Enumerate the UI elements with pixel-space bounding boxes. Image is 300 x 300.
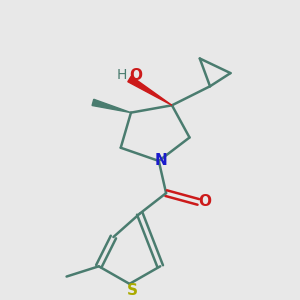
Polygon shape <box>92 99 131 112</box>
Text: N: N <box>155 153 167 168</box>
Text: H: H <box>116 68 127 83</box>
Text: O: O <box>198 194 211 209</box>
Text: O: O <box>129 68 142 83</box>
Polygon shape <box>128 76 172 105</box>
Text: S: S <box>127 283 138 298</box>
